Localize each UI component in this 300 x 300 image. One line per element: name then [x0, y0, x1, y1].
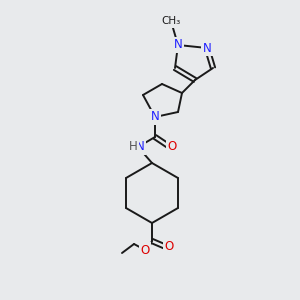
Text: N: N	[136, 140, 144, 154]
Text: H: H	[129, 140, 137, 154]
Text: N: N	[174, 38, 182, 52]
Text: O: O	[164, 241, 174, 254]
Text: O: O	[140, 244, 150, 256]
Text: O: O	[167, 140, 177, 154]
Text: N: N	[151, 110, 159, 124]
Text: CH₃: CH₃	[161, 16, 181, 26]
Text: N: N	[202, 41, 211, 55]
